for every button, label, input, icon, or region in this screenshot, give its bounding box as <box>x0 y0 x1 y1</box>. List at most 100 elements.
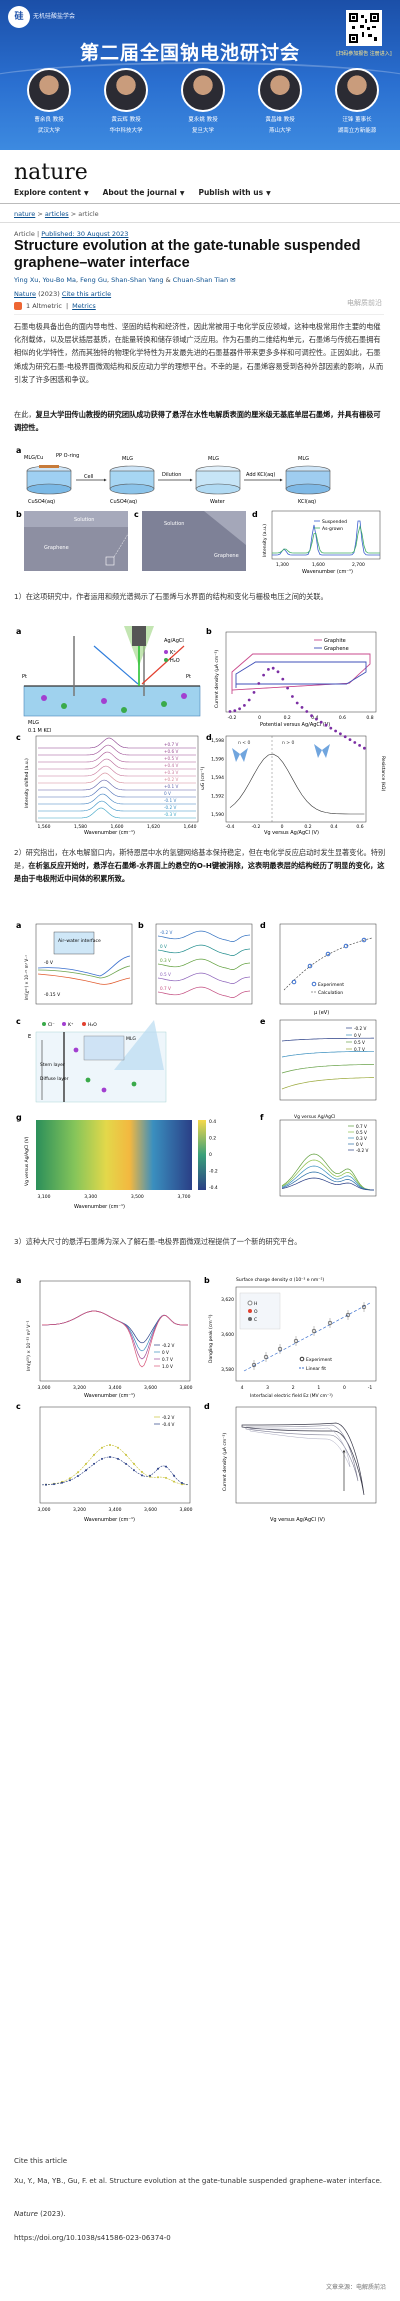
spectrum-curve <box>281 1171 375 1191</box>
curve-label: 0 V <box>160 944 167 949</box>
annotation: n < 0 <box>238 740 250 746</box>
data-point <box>295 701 299 705</box>
fig2-label: Pt <box>186 674 191 680</box>
legend-entry: Experiment <box>306 1357 332 1363</box>
axis-label: Intensity (a.u.) <box>262 524 268 557</box>
speaker-list: 曹余良 教授 武汉大学 黄云辉 教授 华中科技大学 夏永姚 教授 复旦大学 黄昌维 教… <box>18 68 388 134</box>
panel-label-c: c <box>16 1017 21 1026</box>
tick-label: 3,800 <box>180 1507 193 1513</box>
data-point <box>315 717 318 721</box>
fig1-label: Add KCl(aq) <box>246 472 275 478</box>
data-point <box>329 726 333 730</box>
tick-label: 1,590 <box>211 812 224 818</box>
published-date[interactable]: Published: 30 August 2023 <box>41 230 129 238</box>
spectrum-curve <box>38 807 196 819</box>
tick-label: 1 <box>317 1385 320 1391</box>
tick-label: 3,600 <box>221 1332 234 1338</box>
tick-label: 1,600 <box>111 824 124 830</box>
legend-title: Vg versus Ag/AgCl <box>294 1114 335 1120</box>
qr-code[interactable] <box>346 10 382 46</box>
journal-link[interactable]: Nature <box>14 290 37 298</box>
fig1-cell-4 <box>285 465 331 495</box>
email-icon[interactable]: ✉ <box>230 276 236 284</box>
axis-label: Intensity shifted (a.u.) <box>24 758 30 808</box>
fig4a-curves <box>42 1310 188 1368</box>
chevron-down-icon: ▼ <box>266 190 271 197</box>
figure-2: a Ag/AgCl Pt Pt MLG 0.1 M KCl K⁺ H₂O b G… <box>14 626 386 836</box>
tick-label: 0 <box>343 1385 346 1391</box>
legend-entry: As-grown <box>322 526 343 532</box>
axis-label: Current density (μA cm⁻²) <box>222 1433 228 1491</box>
conference-banner[interactable]: 硅 无机硅酸盐学会 第二届全国钠电池研讨会 [扫码参加报告 注册进入] 曹余良 … <box>0 0 400 150</box>
breadcrumb-nature[interactable]: nature <box>14 210 36 218</box>
cite-article-link[interactable]: Cite this article <box>61 290 112 298</box>
legend-entry: 0.7 V <box>356 1124 367 1129</box>
nav-about-journal[interactable]: About the journal ▼ <box>103 188 185 197</box>
stack-xticks: 1,560 1,580 1,600 1,620 1,640 <box>38 824 197 830</box>
tick-label: 0.6 <box>339 715 346 721</box>
gpeak-plot-frame <box>225 735 367 823</box>
author-link[interactable]: Chuan-Shan Tian <box>172 276 229 284</box>
author-link[interactable]: Shan-Shan Yang <box>111 276 164 284</box>
legend-entry: -0.2 V <box>354 1026 367 1031</box>
axis-label: Surface charge density σ (10⁻³ e nm⁻²) <box>236 1277 324 1283</box>
author-separator: & <box>163 276 173 284</box>
breadcrumb-articles[interactable]: articles <box>44 210 69 218</box>
spectrum-curve <box>281 1037 374 1042</box>
tick-label: 0.6 <box>356 824 363 830</box>
legend-entry: 0.3 V <box>356 1136 367 1141</box>
tick-label: 1,598 <box>211 738 224 744</box>
tick-label: 0.4 <box>330 824 337 830</box>
panel-label-b: b <box>206 627 212 636</box>
panel-label-a: a <box>16 627 21 636</box>
tick-label: 3,500 <box>131 1194 144 1200</box>
cite-year: (2023). <box>37 2210 66 2218</box>
legend-entry: -0.2 V <box>356 1148 369 1153</box>
heatmap-scale <box>198 1120 206 1190</box>
tick-label: 3 <box>266 1385 269 1391</box>
axis-label: Vg versus Ag/AgCl (V) <box>24 1136 30 1186</box>
series-line-graphene <box>235 661 367 688</box>
author-link[interactable]: You-Bo Ma <box>42 276 76 284</box>
panel-label-b: b <box>16 510 22 519</box>
data-point <box>233 709 237 712</box>
fig3-label: Air–water interface <box>58 938 101 944</box>
chevron-down-icon: ▼ <box>83 190 89 197</box>
tick-label: 3,200 <box>73 1385 86 1391</box>
spectrum-curve <box>38 800 196 812</box>
metrics-link[interactable]: Metrics <box>72 302 96 310</box>
fig3-legend: Cl⁻ <box>48 1022 55 1028</box>
panel-label-f: f <box>260 1113 264 1122</box>
author-link[interactable]: Ying Xu <box>14 276 39 284</box>
fig4a-xticks: 3,000 3,200 3,400 3,600 3,800 <box>38 1385 193 1391</box>
fig3-label: Diffuse layer <box>40 1076 69 1082</box>
inset-label: H <box>254 1301 257 1307</box>
speaker-photo <box>181 68 225 112</box>
cite-doi-link[interactable]: https://doi.org/10.1038/s41586-023-06374… <box>14 2234 171 2242</box>
nature-logo[interactable]: nature <box>14 160 88 185</box>
nav-divider <box>0 203 400 204</box>
intro-paragraph: 石墨电极具备出色的面内导电性、坚固的结构和经济性，因此常被用于电化学反应领域，这… <box>14 322 384 384</box>
nav-publish-with-us[interactable]: Publish with us ▼ <box>198 188 270 197</box>
tick-label: 1,620 <box>147 824 160 830</box>
cv-loop <box>241 1422 365 1496</box>
fig3-label: E <box>28 1034 31 1040</box>
fig1-cell-1 <box>26 465 72 495</box>
axis-label: Wavenumber (cm⁻¹) <box>74 1204 125 1210</box>
data-point <box>286 686 289 690</box>
axis-label: Vg versus Ag/AgCl (V) <box>270 1517 325 1523</box>
altmetric-count[interactable]: 1 Altmetric <box>26 302 62 310</box>
author-link[interactable]: Feng Gu <box>80 276 107 284</box>
series-line-suspended <box>272 520 380 556</box>
tick-label: 3,600 <box>144 1507 157 1513</box>
fig4a-legend: -0.2 V 0 V 0.7 V 1.0 V <box>154 1343 175 1369</box>
curve-label: 0.5 V <box>160 972 171 977</box>
fig4c-legend: -0.2 V -0.4 V <box>154 1415 175 1427</box>
finding-2-bold: 在析氢反应开始时，悬浮在石墨烯-水界面上的悬空的O-H键被消除，这表明最表层的结… <box>14 861 385 884</box>
source-credit: 文章来源：电解质前沿 <box>325 2284 386 2291</box>
legend-entry: -0.4 V <box>162 1422 175 1427</box>
curve-label: -0.2 V <box>164 805 177 810</box>
author-list: Ying Xu, You-Bo Ma, Feng Gu, Shan-Shan Y… <box>14 276 384 284</box>
tick-label: 1,300 <box>276 562 289 568</box>
nav-explore-content[interactable]: Explore content ▼ <box>14 188 89 197</box>
